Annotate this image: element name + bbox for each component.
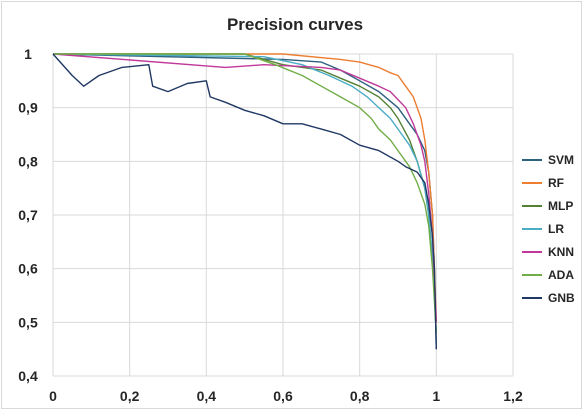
series-line-knn	[52, 53, 437, 323]
x-tick-label: 0,8	[350, 388, 370, 404]
x-tick-label: 1	[432, 388, 440, 404]
legend-label-gnb: GNB	[548, 291, 575, 305]
legend-label-knn: KNN	[548, 245, 574, 259]
y-tick-label: 0,8	[18, 153, 38, 169]
series-lines	[52, 53, 437, 350]
x-tick-label: 0	[49, 388, 57, 404]
legend-label-mlp: MLP	[548, 199, 573, 213]
legend-label-svm: SVM	[548, 153, 574, 167]
y-tick-label: 0,4	[18, 368, 38, 384]
tick-labels: 0,4 0,5 0,6 0,7 0,8 0,9 1 0 0,2 0,4 0,6 0,8 1 1,2	[18, 46, 523, 404]
series-line-lr	[52, 53, 437, 334]
legend: SVM RF MLP LR KNN ADA GNB	[522, 153, 575, 305]
series-line-mlp	[53, 53, 437, 334]
series-line-ada	[53, 53, 437, 334]
y-tick-label: 0,6	[18, 261, 38, 277]
legend-label-rf: RF	[548, 176, 564, 190]
x-tick-label: 0,4	[197, 388, 217, 404]
series-line-gnb	[52, 53, 437, 350]
y-tick-label: 0,9	[18, 100, 38, 116]
gridlines	[52, 53, 514, 377]
series-line-rf	[53, 53, 437, 323]
x-tick-label: 0,2	[120, 388, 140, 404]
series-line-svm	[52, 53, 437, 350]
x-tick-label: 1,2	[503, 388, 523, 404]
y-tick-label: 1	[24, 46, 32, 62]
y-tick-label: 0,7	[18, 207, 38, 223]
y-tick-label: 0,5	[18, 314, 38, 330]
chart-title: Precision curves	[227, 15, 363, 34]
x-tick-label: 0,6	[273, 388, 293, 404]
legend-label-ada: ADA	[548, 268, 574, 282]
legend-label-lr: LR	[548, 222, 564, 236]
